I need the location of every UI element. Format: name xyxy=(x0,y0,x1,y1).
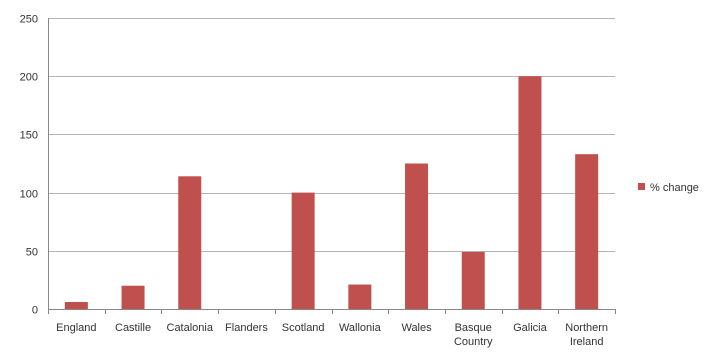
legend: % change xyxy=(638,182,699,194)
bar xyxy=(405,163,429,309)
x-tick-label: Scotland xyxy=(282,322,325,334)
legend-swatch xyxy=(638,183,645,190)
bar xyxy=(64,302,88,309)
x-tick-label: England xyxy=(56,322,96,334)
bar xyxy=(121,285,145,309)
bar xyxy=(178,176,202,309)
y-tick-label: 150 xyxy=(20,130,38,142)
gridlines xyxy=(48,18,615,314)
x-tick-label: Galicia xyxy=(513,322,548,334)
y-axis-ticks: 0 50 100 150 200 250 xyxy=(20,14,38,317)
bar xyxy=(575,154,599,309)
x-tick-label: Catalonia xyxy=(167,322,214,334)
y-tick-label: 200 xyxy=(20,72,38,84)
bar xyxy=(461,251,485,309)
x-tick-label: Basque Country xyxy=(454,322,493,348)
x-tick-label: Wallonia xyxy=(339,322,382,334)
x-tick-label: Northern Ireland xyxy=(565,322,608,348)
x-tick-label: Wales xyxy=(401,322,432,334)
bar xyxy=(348,284,372,309)
x-axis-labels: England Castille Catalonia Flanders Scotland… xyxy=(56,309,616,348)
bar xyxy=(291,192,315,309)
x-tick-label: Flanders xyxy=(225,322,268,334)
y-tick-label: 50 xyxy=(26,247,38,259)
legend-label: % change xyxy=(650,182,699,194)
y-tick-label: 0 xyxy=(32,305,38,317)
y-tick-label: 250 xyxy=(20,14,38,26)
y-tick-label: 100 xyxy=(20,189,38,201)
x-tick-label: Castille xyxy=(115,322,151,334)
bars xyxy=(64,76,599,309)
bar xyxy=(518,76,542,309)
